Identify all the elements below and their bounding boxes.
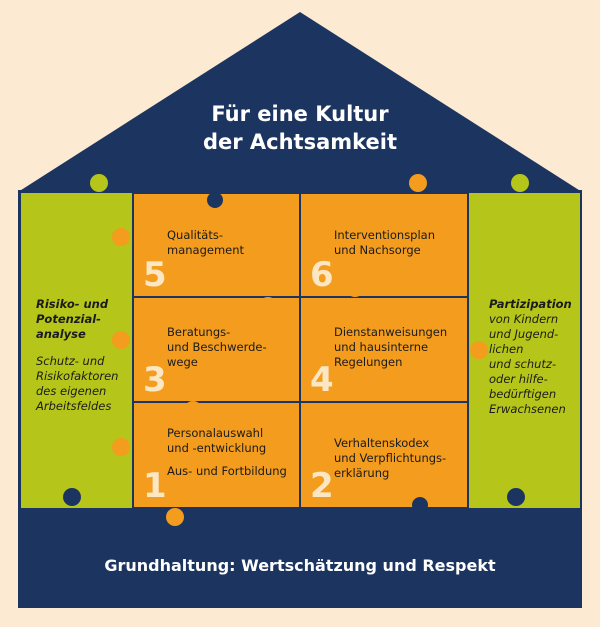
left-pillar-text: Risiko- und Potenzial- analyse Schutz- u…: [36, 297, 118, 414]
piece-6: [299, 192, 469, 298]
piece-line: Beratungs-: [167, 325, 231, 339]
piece-number-4: 4: [310, 360, 334, 400]
piece-line: Aus- und Fortbildung: [167, 464, 287, 478]
piece-line: Interventionsplan: [334, 228, 436, 242]
piece-4: [299, 296, 469, 403]
title-line: der Achtsamkeit: [202, 130, 398, 154]
piece-1-label: Personalauswahl und -entwicklung Aus- und …: [167, 426, 287, 479]
piece-number-6: 6: [310, 255, 334, 295]
piece-line: und hausinterne: [334, 340, 429, 354]
right-body: oder hilfe-: [489, 372, 548, 386]
left-body: Risikofaktoren: [36, 369, 119, 383]
left-body: Arbeitsfeldes: [36, 399, 112, 413]
piece-line: management: [167, 243, 245, 257]
foundation-label: Grundhaltung: Wertschätzung und Respekt: [104, 556, 496, 575]
piece-line: Qualitäts-: [167, 228, 223, 242]
left-pillar: [21, 193, 132, 508]
right-body: von Kindern: [489, 312, 559, 326]
piece-line: Verhaltenskodex: [334, 436, 430, 450]
piece-number-5: 5: [143, 255, 167, 295]
right-body: bedürftigen: [489, 387, 557, 401]
piece-line: wege: [167, 355, 198, 369]
piece-number-1: 1: [143, 466, 167, 506]
right-pillar-text: Partizipation von Kindern und Jugend- li…: [489, 297, 572, 417]
piece-line: Dienstanweisungen: [334, 325, 448, 339]
piece-line: und Verpflichtungs-: [334, 451, 447, 465]
left-body: Schutz- und: [36, 354, 105, 368]
piece-4-label: Dienstanweisungen und hausinterne Regelung…: [334, 325, 447, 370]
piece-line: erklärung: [334, 466, 390, 480]
piece-number-3: 3: [143, 360, 167, 400]
piece-line: und Beschwerde-: [167, 340, 267, 354]
right-body: und schutz-: [489, 357, 557, 371]
piece-line: und -entwicklung: [167, 441, 267, 455]
piece-2-label: Verhaltenskodex und Verpflichtungs-erklär…: [334, 436, 446, 481]
piece-3-label: Beratungs-und Beschwerde-wege: [167, 325, 267, 370]
piece-1: [132, 401, 301, 509]
piece-line: Personalauswahl: [167, 426, 264, 440]
left-heading: analyse: [36, 327, 86, 341]
title-line: Für eine Kultur: [211, 102, 389, 126]
piece-number-2: 2: [310, 466, 334, 506]
piece-line: Regelungen: [334, 355, 403, 369]
piece-6-label: Interventionsplan und Nachsorge: [334, 228, 435, 258]
right-heading: Partizipation: [489, 297, 572, 311]
roof: [18, 12, 582, 192]
piece-5-label: Qualitäts-management: [167, 228, 244, 258]
right-body: lichen: [489, 342, 524, 356]
piece-line: und Nachsorge: [334, 243, 421, 257]
left-body: des eigenen: [36, 384, 107, 398]
diagram-title: Für eine Kultur der Achtsamkeit: [0, 100, 600, 156]
right-body: Erwachsenen: [489, 402, 566, 416]
left-heading: Risiko- und: [36, 297, 109, 311]
right-body: und Jugend-: [489, 327, 559, 341]
left-heading: Potenzial-: [36, 312, 101, 326]
